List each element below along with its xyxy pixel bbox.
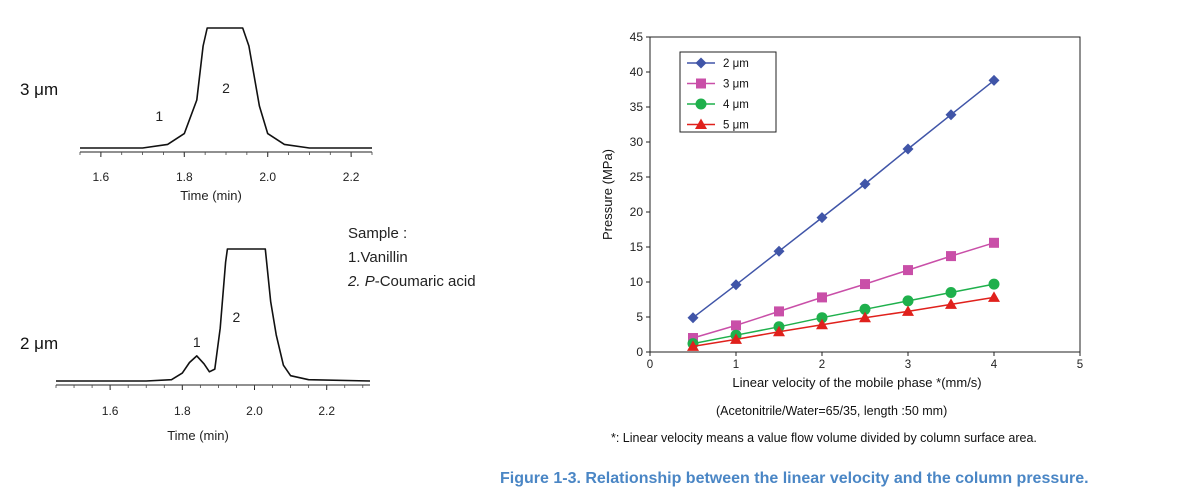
data-point: [774, 306, 784, 317]
x-axis-title: Time (min): [167, 428, 229, 443]
legend-marker: [695, 98, 707, 110]
data-point: [902, 295, 914, 307]
y-tick-label: 45: [630, 30, 644, 44]
x-tick-label: 1.6: [102, 404, 119, 418]
data-point: [988, 291, 1000, 302]
x-axis-title: Linear velocity of the mobile phase *(mm…: [732, 375, 981, 390]
legend-label: 4 μm: [723, 99, 749, 111]
data-point: [731, 320, 741, 331]
legend-marker: [695, 118, 707, 129]
definition-note: *: Linear velocity means a value flow vo…: [611, 431, 1037, 445]
x-tick-label: 3: [905, 359, 911, 371]
y-tick-label: 30: [630, 135, 644, 149]
plot-frame: [649, 36, 1081, 353]
peak-label: 1: [193, 334, 201, 350]
x-tick-label: 1: [733, 359, 739, 371]
data-point: [817, 292, 827, 303]
x-tick-label: 4: [991, 359, 998, 371]
chromatogram-trace: [56, 248, 371, 382]
series-line: [692, 242, 995, 339]
y-tick-label: 10: [630, 275, 644, 289]
x-tick-label: 0: [647, 359, 653, 371]
data-point: [860, 279, 870, 290]
sample-item-vanillin: 1.Vanillin: [348, 246, 476, 270]
data-point: [945, 298, 957, 309]
data-point: [773, 245, 785, 257]
data-point: [902, 143, 914, 155]
data-point: [730, 279, 742, 291]
legend-label: 3 μm: [723, 79, 749, 91]
data-point: [730, 333, 742, 344]
legend-marker: [695, 57, 707, 69]
x-tick-label: 2: [819, 359, 825, 371]
sample-item-name: -Coumaric acid: [374, 273, 476, 290]
data-point: [688, 333, 698, 343]
peak-label: 1: [155, 108, 163, 124]
peak-label: 2: [233, 309, 241, 325]
chromatogram-3um-side-label: 3 μm: [20, 80, 58, 99]
data-point: [687, 340, 699, 351]
chromatogram-2um-side-label: 2 μm: [20, 334, 58, 353]
sample-item-prefix: P: [364, 273, 375, 290]
y-tick-label: 0: [636, 345, 643, 359]
sample-title: Sample :: [348, 225, 408, 242]
y-tick-label: 40: [630, 65, 644, 79]
series-line: [692, 79, 995, 319]
y-axis-title: Pressure (MPa): [600, 149, 615, 240]
legend-label: 2 μm: [723, 58, 749, 70]
data-point: [988, 278, 1000, 290]
legend-label: 5 μm: [723, 120, 749, 132]
data-point: [945, 109, 957, 121]
x-tick-label: 1.8: [174, 404, 191, 418]
x-axis-title: Time (min): [180, 188, 242, 203]
sample-item-coumaric: 2. P-Coumaric acid: [348, 270, 476, 294]
x-tick-label: 2.2: [318, 404, 335, 418]
sample-item-number: 1.: [348, 249, 361, 266]
data-point: [859, 178, 871, 190]
y-tick-label: 5: [636, 310, 643, 324]
data-point: [989, 237, 999, 248]
series-line: [692, 283, 995, 345]
sample-item-number: 2.: [348, 273, 361, 290]
data-point: [902, 305, 914, 316]
data-point: [816, 212, 828, 224]
data-point: [859, 311, 871, 323]
data-point: [816, 318, 828, 330]
peak-label: 2: [222, 80, 230, 96]
y-tick-label: 15: [630, 240, 644, 254]
legend-marker: [696, 78, 706, 89]
y-tick-label: 25: [630, 170, 644, 184]
data-point: [816, 312, 828, 324]
x-tick-label: 2.2: [343, 170, 360, 184]
chromatogram-trace: [80, 27, 372, 149]
sample-item-name: Vanillin: [360, 249, 408, 266]
y-tick-label: 20: [630, 205, 644, 219]
data-point: [903, 265, 913, 276]
data-point: [859, 303, 871, 315]
legend-box: [679, 51, 777, 133]
figure-caption: Figure 1-3. Relationship between the lin…: [500, 470, 1089, 487]
x-tick-label: 1.8: [176, 170, 193, 184]
conditions-note: (Acetonitrile/Water=65/35, length :50 mm…: [716, 404, 948, 418]
sample-legend: Sample : 1.Vanillin 2. P-Coumaric acid: [348, 222, 476, 294]
x-tick-label: 1.6: [93, 170, 110, 184]
x-tick-label: 5: [1077, 359, 1083, 371]
x-tick-label: 2.0: [259, 170, 276, 184]
data-point: [773, 325, 785, 337]
data-point: [687, 312, 699, 324]
x-tick-label: 2.0: [246, 404, 263, 418]
data-point: [945, 287, 957, 298]
series-line: [692, 296, 995, 348]
y-tick-label: 35: [630, 100, 644, 114]
data-point: [988, 74, 1000, 86]
data-point: [946, 251, 956, 262]
